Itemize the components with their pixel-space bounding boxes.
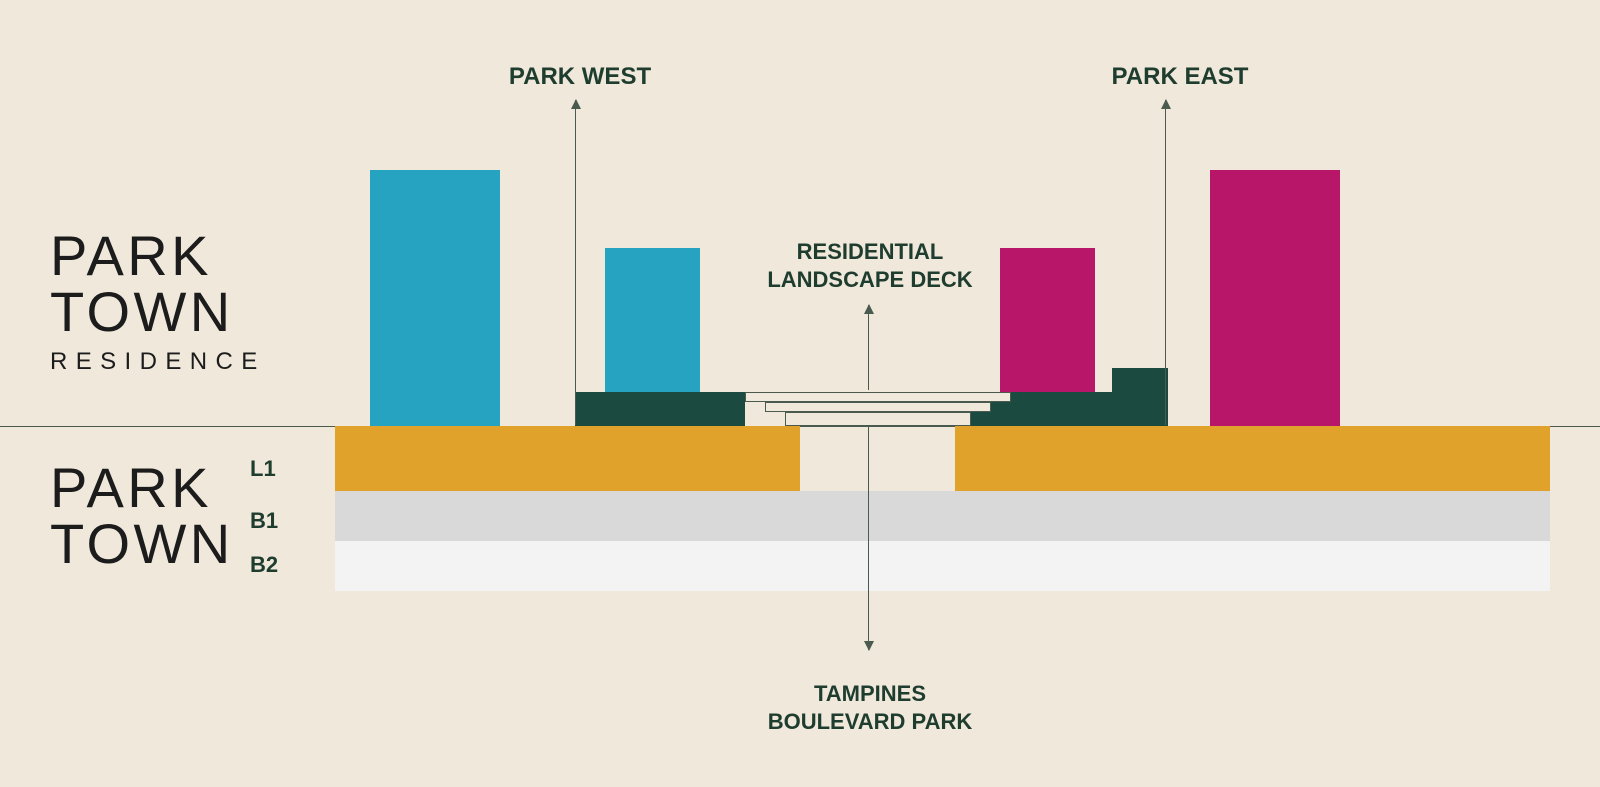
logo-residence-line3: RESIDENCE: [50, 350, 266, 374]
tower-east-short: [1000, 248, 1095, 392]
level-b1: [335, 491, 1550, 541]
level-l1-right: [955, 426, 1550, 491]
label-boulevard-park-line1: TAMPINES: [814, 681, 926, 706]
label-boulevard-park: TAMPINES BOULEVARD PARK: [760, 680, 980, 735]
logo-parktown: PARK TOWN: [50, 460, 234, 572]
label-park-west: PARK WEST: [480, 62, 680, 92]
level-label-l1: L1: [250, 456, 276, 482]
logo-parktown-line1: PARK: [50, 460, 234, 516]
label-landscape-deck-line1: RESIDENTIAL: [797, 239, 944, 264]
logo-residence-line1: PARK: [50, 228, 266, 284]
logo-parktown-line2: TOWN: [50, 516, 234, 572]
deck-right-raised: [1112, 368, 1168, 426]
step-2: [765, 402, 991, 412]
level-b2: [335, 541, 1550, 591]
level-label-b1: B1: [250, 508, 278, 534]
step-1: [745, 392, 1011, 402]
deck-left: [575, 392, 745, 426]
logo-residence-line2: TOWN: [50, 284, 266, 340]
arrow-park-east: [1165, 100, 1166, 425]
label-landscape-deck-line2: LANDSCAPE DECK: [767, 267, 972, 292]
label-boulevard-park-line2: BOULEVARD PARK: [768, 709, 973, 734]
label-park-west-text: PARK WEST: [509, 63, 651, 90]
level-label-b2: B2: [250, 552, 278, 578]
tower-west-short: [605, 248, 700, 392]
label-park-east-text: PARK EAST: [1112, 63, 1249, 90]
label-park-east: PARK EAST: [1080, 62, 1280, 92]
tower-west-tall: [370, 170, 500, 426]
arrow-park-west: [575, 100, 576, 425]
logo-parktown-residence: PARK TOWN RESIDENCE: [50, 228, 266, 374]
label-landscape-deck: RESIDENTIAL LANDSCAPE DECK: [760, 238, 980, 293]
tower-east-tall: [1210, 170, 1340, 426]
step-3: [785, 412, 971, 426]
arrow-landscape-deck: [868, 305, 869, 390]
arrow-boulevard-park: [868, 426, 869, 650]
level-l1-left: [335, 426, 800, 491]
